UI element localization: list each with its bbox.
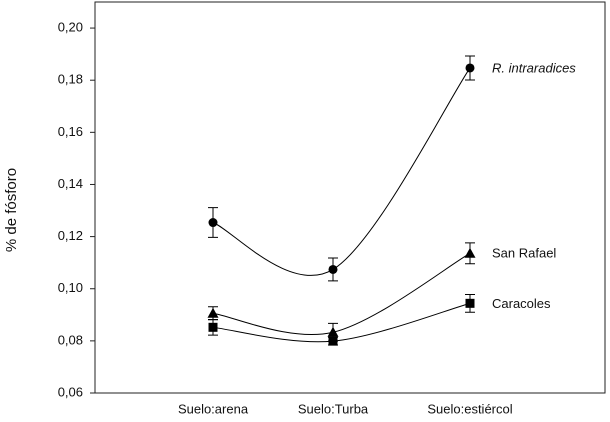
marker xyxy=(464,247,476,258)
y-tick-label: 0,08 xyxy=(58,332,83,347)
marker xyxy=(465,63,475,73)
y-tick-label: 0,10 xyxy=(58,280,83,295)
series-line xyxy=(212,67,471,276)
series-label: R. intraradices xyxy=(492,60,576,75)
x-tick-label: Suelo:Turba xyxy=(298,401,369,416)
y-axis-label: % de fósforo xyxy=(3,168,20,252)
series-line xyxy=(212,252,471,336)
marker xyxy=(208,322,218,332)
series-line xyxy=(212,302,471,343)
marker xyxy=(327,326,339,337)
series-label: San Rafael xyxy=(492,246,556,261)
marker xyxy=(328,264,338,274)
marker xyxy=(328,336,338,346)
plot-frame xyxy=(94,1,606,394)
marker xyxy=(208,218,218,228)
y-tick-label: 0,16 xyxy=(58,124,83,139)
x-tick-label: Suelo:arena xyxy=(178,401,249,416)
y-tick-label: 0,20 xyxy=(58,20,83,35)
marker xyxy=(207,307,219,318)
y-tick-label: 0,12 xyxy=(58,228,83,243)
marker xyxy=(465,298,475,308)
y-tick-label: 0,06 xyxy=(58,384,83,399)
y-tick-label: 0,14 xyxy=(58,176,83,191)
x-tick-label: Suelo:estiércol xyxy=(427,401,512,416)
series-label: Caracoles xyxy=(492,296,551,311)
y-tick-label: 0,18 xyxy=(58,72,83,87)
